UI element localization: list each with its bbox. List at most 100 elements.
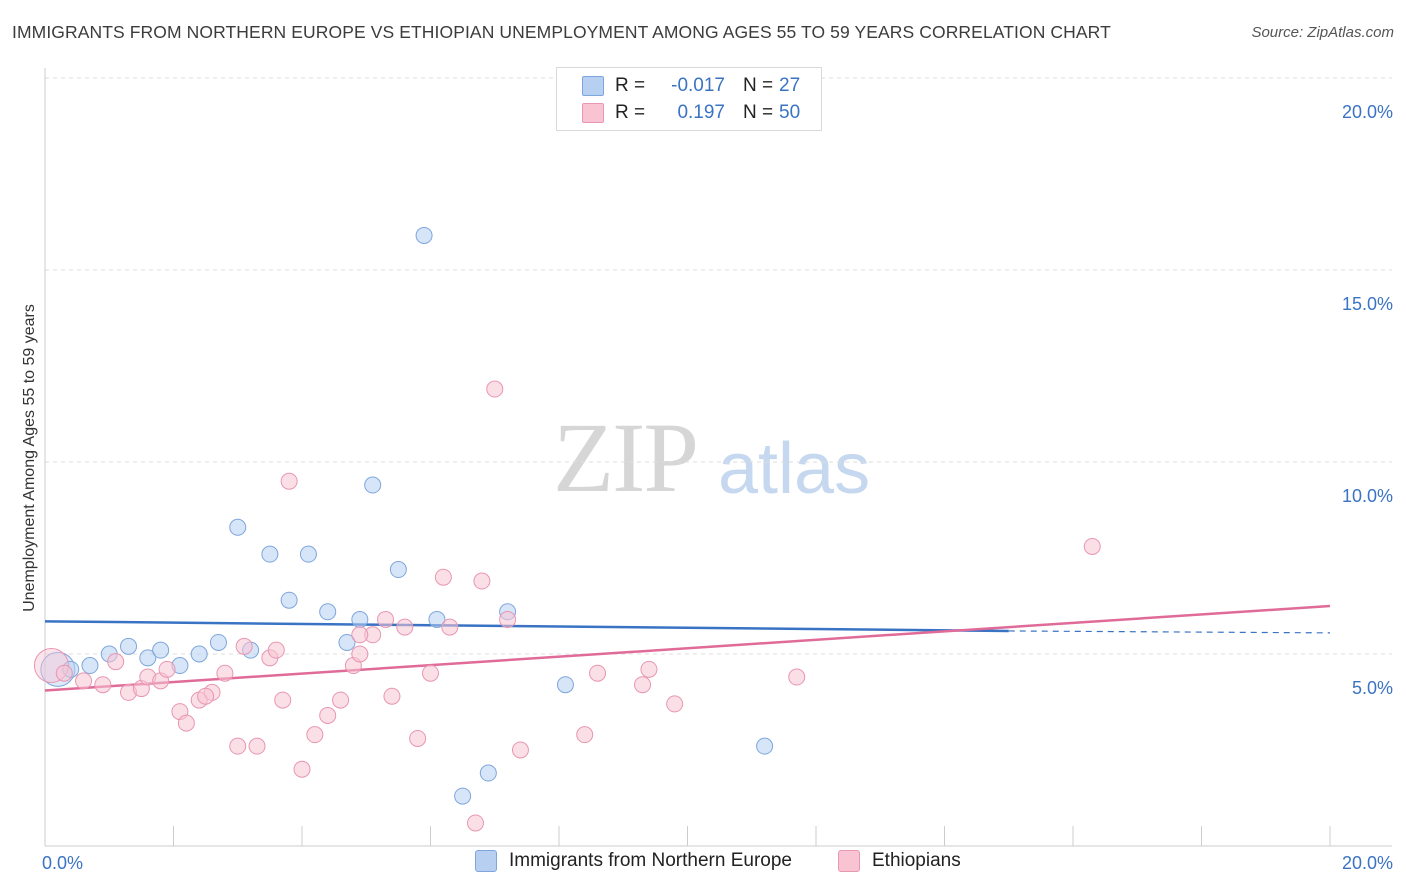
data-point-blue — [454, 787, 472, 805]
data-point-blue — [364, 476, 382, 494]
watermark-zip: ZIP — [553, 402, 699, 513]
data-point-pink — [511, 741, 529, 759]
data-point-pink — [293, 760, 311, 778]
legend-swatch-blue — [475, 850, 497, 872]
trend-layer — [44, 604, 1331, 692]
stats-legend-row-pink: R = 0.197 N = 50 — [582, 100, 801, 126]
legend-r-label: R = — [615, 102, 646, 123]
data-point-pink — [640, 660, 658, 678]
watermark-atlas: atlas — [718, 429, 871, 509]
data-point-blue — [190, 645, 208, 663]
data-point-blue — [139, 649, 157, 667]
legend-n-value: 27 — [779, 75, 801, 96]
data-point-blue — [756, 737, 774, 755]
legend-r-label: R = — [615, 75, 646, 96]
series-legend-label: Ethiopians — [872, 850, 961, 871]
legend-r-value: -0.017 — [671, 75, 725, 96]
data-point-pink — [216, 664, 234, 682]
data-point-pink — [107, 653, 125, 671]
data-point-pink — [229, 737, 247, 755]
data-point-pink — [332, 691, 350, 709]
source-label: Source: ZipAtlas.com — [1251, 24, 1394, 41]
data-point-pink — [319, 706, 337, 724]
data-point-pink — [377, 610, 395, 628]
data-point-pink — [158, 660, 176, 678]
data-point-pink — [351, 645, 369, 663]
data-point-pink — [473, 572, 491, 590]
data-point-blue — [351, 610, 369, 628]
data-point-pink — [434, 568, 452, 586]
data-point-blue — [81, 657, 99, 675]
data-point-pink — [422, 664, 439, 682]
data-point-blue — [299, 545, 317, 563]
y-tick-label: 20.0% — [1342, 102, 1393, 122]
data-point-blue — [338, 633, 356, 651]
data-point-pink — [486, 380, 504, 398]
data-point-pink — [75, 672, 93, 690]
data-point-blue — [415, 226, 433, 244]
data-point-pink — [306, 726, 324, 744]
trend-line-pink — [44, 604, 1331, 692]
data-point-pink — [788, 668, 806, 686]
y-tick-label: 5.0% — [1352, 678, 1393, 698]
data-point-pink — [177, 714, 195, 732]
label-layer: 5.0% 10.0% 15.0% 20.0% 0.0% 20.0% — [42, 102, 1393, 873]
data-point-pink — [576, 726, 594, 744]
data-point-pink — [1083, 537, 1101, 555]
data-point-pink — [248, 737, 266, 755]
data-point-pink — [466, 814, 484, 832]
y-axis-label: Unemployment Among Ages 55 to 59 years — [21, 304, 38, 612]
data-point-pink — [396, 618, 414, 636]
data-point-pink — [499, 610, 517, 628]
data-point-blue — [556, 676, 574, 694]
trend-line-extension-blue — [1008, 630, 1331, 634]
data-point-pink — [197, 687, 215, 705]
axis-layer — [44, 68, 1392, 847]
data-point-pink — [235, 637, 253, 655]
series-legend: Immigrants from Northern Europe Ethiopia… — [0, 850, 1406, 878]
point-layer — [33, 226, 1101, 832]
data-point-blue — [319, 603, 337, 621]
data-point-pink — [666, 695, 684, 713]
data-point-pink — [409, 729, 427, 747]
data-point-blue — [152, 641, 170, 659]
data-point-pink — [55, 664, 73, 682]
series-legend-item-ethiopians[interactable]: Ethiopians — [838, 850, 961, 872]
legend-n-label: N = — [743, 102, 774, 123]
data-point-pink — [441, 618, 459, 636]
grid-layer — [45, 77, 1392, 655]
legend-swatch-pink — [838, 850, 860, 872]
data-point-blue — [229, 518, 247, 536]
data-point-pink — [94, 676, 112, 694]
data-point-pink — [589, 664, 607, 682]
stats-legend: R = -0.017 N = 27 R = 0.197 N = 50 — [556, 67, 822, 131]
data-point-blue — [209, 633, 227, 651]
legend-swatch-blue — [582, 76, 604, 96]
legend-n-label: N = — [743, 75, 774, 96]
data-point-pink — [267, 641, 285, 659]
legend-r-value: 0.197 — [677, 102, 725, 123]
chart-title: IMMIGRANTS FROM NORTHERN EUROPE VS ETHIO… — [12, 22, 1111, 42]
data-point-blue — [280, 591, 298, 609]
data-point-blue — [261, 545, 279, 563]
series-legend-label: Immigrants from Northern Europe — [509, 850, 792, 871]
legend-n-value: 50 — [779, 102, 801, 123]
y-tick-label: 15.0% — [1342, 294, 1393, 314]
stats-legend-row-blue: R = -0.017 N = 27 — [582, 73, 801, 99]
data-point-pink — [351, 626, 369, 644]
series-legend-item-northern-europe[interactable]: Immigrants from Northern Europe — [475, 850, 792, 872]
x-tick-label-min: 0.0% — [42, 853, 83, 873]
data-point-pink — [274, 691, 292, 709]
data-point-pink — [634, 676, 652, 694]
x-tick-label-max: 20.0% — [1342, 853, 1393, 873]
data-point-blue — [389, 561, 407, 579]
data-point-blue — [479, 764, 497, 782]
legend-swatch-pink — [582, 103, 604, 123]
y-tick-label: 10.0% — [1342, 486, 1393, 506]
data-point-pink — [280, 472, 298, 490]
data-point-blue — [428, 610, 446, 628]
trend-line-blue — [44, 620, 1009, 633]
data-point-blue — [120, 637, 138, 655]
data-point-pink — [383, 687, 401, 705]
